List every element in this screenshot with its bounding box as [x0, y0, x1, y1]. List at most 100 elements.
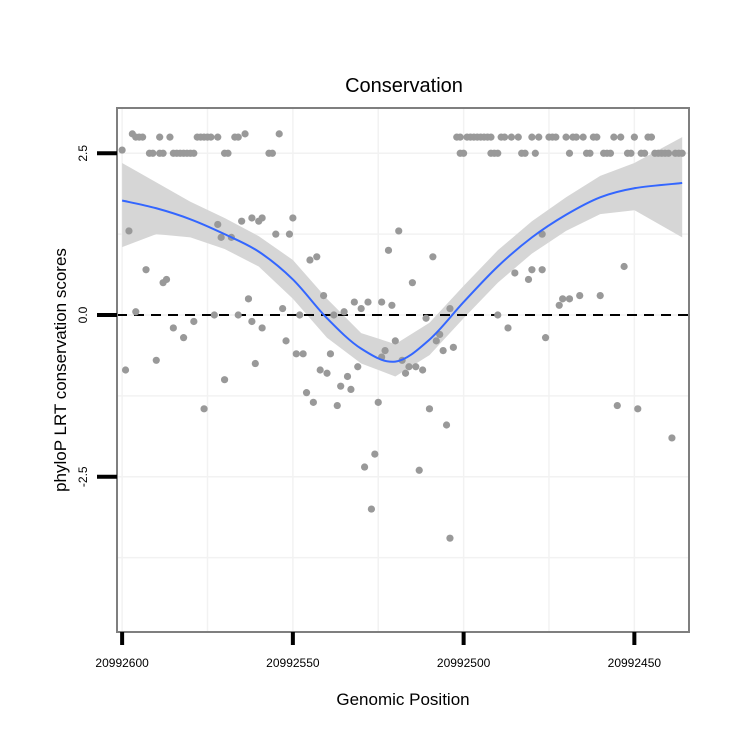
data-point [678, 149, 686, 157]
data-point [401, 369, 410, 377]
data-point [378, 298, 386, 306]
data-point [142, 266, 150, 274]
data-point [528, 133, 536, 141]
data-point [156, 133, 164, 141]
data-point [528, 266, 536, 274]
data-point [159, 149, 167, 157]
data-point [405, 363, 413, 371]
data-point [200, 405, 208, 413]
data-point [190, 149, 198, 157]
data-point [610, 133, 618, 141]
data-point [214, 220, 222, 229]
y-axis-title: phyloP LRT conservation scores [51, 248, 70, 492]
data-point [395, 227, 403, 235]
data-point [333, 401, 341, 410]
data-point [541, 334, 550, 342]
data-point [630, 133, 638, 141]
data-point [552, 133, 560, 141]
data-point [337, 382, 345, 390]
data-point [152, 356, 160, 364]
data-point [647, 133, 656, 141]
data-point [258, 214, 266, 222]
data-point [302, 389, 311, 397]
x-tick-label: 20992450 [608, 656, 662, 670]
data-point [446, 534, 454, 542]
data-point [388, 301, 396, 309]
data-point [139, 133, 147, 141]
data-point [408, 279, 416, 287]
chart-title: Conservation [345, 75, 463, 97]
data-point [320, 292, 328, 300]
data-point [596, 292, 604, 300]
y-tick-label: 0.0 [76, 306, 90, 323]
data-point [572, 133, 580, 141]
data-point [442, 421, 451, 429]
data-point [299, 350, 307, 358]
data-point [511, 269, 519, 277]
x-tick-label: 20992600 [95, 656, 149, 670]
data-point [238, 217, 246, 225]
data-point [241, 130, 249, 138]
data-point [507, 133, 516, 141]
data-point [514, 133, 522, 141]
data-point [664, 149, 673, 157]
data-point [268, 149, 276, 157]
data-point [381, 346, 389, 355]
data-point [415, 466, 423, 474]
data-point [350, 298, 358, 306]
data-point [234, 133, 242, 141]
data-point [593, 133, 601, 141]
data-point [559, 295, 567, 303]
data-point [535, 133, 543, 141]
data-point [524, 275, 533, 284]
data-point [162, 275, 171, 284]
data-point [190, 317, 198, 326]
data-point [391, 337, 399, 345]
data-point [279, 304, 287, 313]
data-point [282, 337, 290, 345]
data-point [367, 505, 376, 513]
data-point [296, 311, 304, 319]
data-point [169, 324, 177, 332]
data-point [179, 334, 188, 342]
data-point [456, 133, 464, 141]
data-point [606, 149, 615, 157]
data-point [166, 133, 174, 141]
data-point [347, 385, 355, 394]
data-point [412, 363, 420, 371]
data-point [214, 133, 222, 141]
data-point [422, 314, 430, 322]
data-point [419, 366, 427, 374]
data-point [313, 253, 321, 261]
data-point [316, 366, 324, 374]
data-point [248, 317, 256, 326]
data-point [323, 369, 331, 377]
data-point [371, 450, 379, 458]
data-point [576, 292, 584, 300]
data-point [613, 401, 621, 410]
data-point [446, 304, 454, 313]
data-point [487, 133, 495, 141]
data-point [210, 311, 218, 319]
data-point [132, 308, 140, 316]
data-point [343, 372, 352, 381]
data-point [258, 324, 266, 332]
data-point [579, 133, 587, 141]
data-point [538, 266, 546, 274]
data-point [326, 350, 335, 358]
data-point [309, 398, 317, 406]
data-point [121, 366, 130, 374]
data-point [149, 149, 157, 157]
data-point [439, 346, 447, 355]
x-tick-label: 20992500 [437, 656, 491, 670]
data-point [562, 133, 570, 141]
y-tick-label: 2.5 [76, 145, 90, 162]
data-point [429, 253, 437, 261]
data-point [275, 130, 283, 138]
data-point [494, 149, 502, 157]
data-point [617, 133, 625, 141]
data-point [668, 434, 676, 442]
data-point [384, 246, 393, 254]
